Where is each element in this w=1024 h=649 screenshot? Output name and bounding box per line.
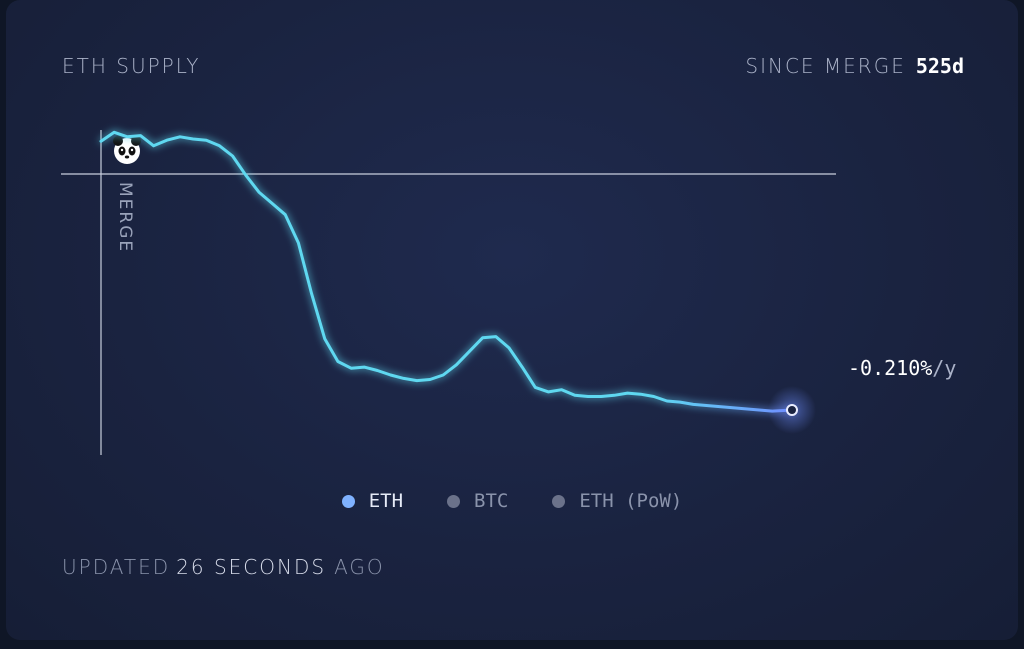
since-merge-label: SINCE MERGE: [745, 54, 906, 78]
legend-dot-btc: [447, 494, 461, 508]
panda-icon: [113, 136, 141, 164]
supply-chart: MERGE: [61, 130, 836, 455]
legend-item-eth-pow[interactable]: ETH (PoW): [552, 490, 682, 512]
supply-rate-label: -0.210%/y: [848, 356, 956, 380]
updated-suffix: AGO: [334, 555, 385, 579]
legend-dot-eth: [341, 494, 355, 508]
updated-unit: SECONDS: [213, 555, 327, 579]
chart-title: ETH SUPPLY: [62, 54, 201, 78]
last-updated: UPDATED 26 SECONDS AGO: [62, 555, 385, 579]
legend-label-eth-pow: ETH (PoW): [579, 490, 683, 512]
eth-supply-card: ETH SUPPLY SINCE MERGE 525d MERGE: [6, 0, 1018, 640]
eth-supply-series-line: [99, 130, 794, 413]
supply-rate-unit: /y: [932, 356, 957, 380]
since-merge-value: 525d: [915, 54, 964, 78]
merge-label: MERGE: [115, 182, 135, 253]
current-value-point[interactable]: [786, 404, 798, 416]
legend-item-eth[interactable]: ETH: [341, 490, 404, 512]
legend-dot-eth-pow: [552, 494, 566, 508]
supply-rate-value: -0.210%: [848, 356, 933, 380]
since-merge: SINCE MERGE 525d: [745, 54, 964, 78]
legend-label-eth: ETH: [368, 490, 404, 512]
updated-prefix: UPDATED: [62, 555, 171, 579]
legend-item-btc[interactable]: BTC: [447, 490, 508, 512]
legend: ETH BTC ETH (PoW): [6, 490, 1018, 512]
legend-label-btc: BTC: [474, 490, 509, 512]
updated-number: 26: [176, 555, 206, 579]
